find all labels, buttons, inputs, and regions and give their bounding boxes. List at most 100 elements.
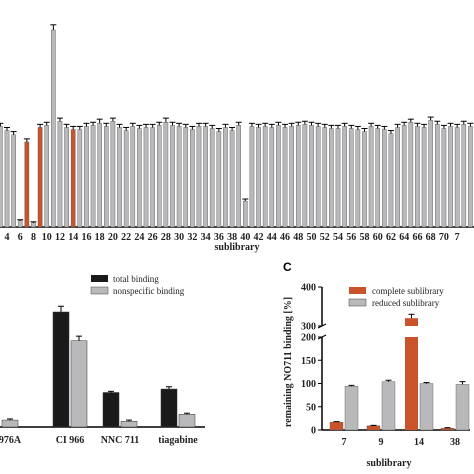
x-tick-label: NNC 711 (101, 435, 140, 446)
bar-total-binding-1 (52, 311, 70, 428)
legend-swatch-complete-sublibrary (349, 287, 366, 294)
x-tick-label: 68 (426, 232, 436, 243)
legend-swatch-reduced-sublibrary (348, 298, 367, 307)
x-tick-label: 66 (412, 232, 422, 243)
x-tick-label: 52 (320, 232, 330, 243)
x-tick-label: 58 (359, 232, 369, 243)
x-tick-label: 14 (414, 437, 424, 448)
bar-sublibrary-70 (441, 128, 447, 228)
x-tick-label: 22 (121, 232, 131, 243)
bar-reduced-sublibrary-2 (419, 383, 434, 431)
x-tick-label: 7 (342, 437, 347, 448)
y-tick-label: 200 (301, 333, 316, 344)
x-tick-label: 10 (42, 232, 52, 243)
bar-sublibrary-58 (362, 131, 367, 228)
x-tick-label: 34 (201, 232, 211, 243)
legend-label-reduced-sublibrary: reduced sublibrary (372, 298, 440, 308)
y-tick-label: 300 (301, 322, 316, 333)
x-tick-label: tiagabine (158, 435, 198, 446)
bar-sublibrary-34 (203, 126, 208, 228)
x-tick-label: 8 (31, 232, 36, 243)
y-tick-label: 50 (306, 402, 316, 413)
bar-sublibrary-24 (137, 128, 142, 228)
bar-sublibrary-42 (256, 127, 261, 228)
bar-sublibrary-25 (143, 127, 149, 228)
panel-a-x-axis-label: sublibrary (214, 242, 259, 253)
bar-sublibrary-18 (97, 123, 102, 228)
y-tick-label: 0 (311, 426, 316, 437)
x-tick-label: 26 (148, 232, 158, 243)
x-tick-label: 48 (293, 232, 303, 243)
bar-sublibrary-37 (223, 127, 228, 228)
legend-label-total-binding: total binding (113, 274, 159, 284)
bar-sublibrary-20 (110, 121, 116, 228)
bar-sublibrary-48 (295, 125, 301, 228)
y-tick-label: 400 (301, 283, 316, 294)
x-tick-label: 976A (0, 435, 22, 446)
bar-sublibrary-43 (262, 126, 268, 228)
bar-sublibrary-31 (183, 127, 189, 228)
bar-sublibrary-5 (11, 134, 16, 228)
bar-sublibrary-47 (289, 126, 294, 228)
bar-sublibrary-72 (454, 127, 460, 228)
x-tick-label: 38 (450, 437, 460, 448)
x-tick-label: 54 (333, 232, 343, 243)
x-tick-label: 40 (240, 232, 250, 243)
x-tick-label: 24 (134, 232, 144, 243)
bar-complete-sublibrary-2-lower (405, 337, 418, 430)
x-tick-label: 18 (95, 232, 105, 243)
bar-sublibrary-12 (57, 121, 63, 228)
bar-sublibrary-4 (4, 130, 10, 228)
bar-reduced-sublibrary-1 (381, 381, 396, 431)
bar-sublibrary-35 (209, 128, 215, 228)
bar-sublibrary-30 (176, 126, 182, 228)
bar-sublibrary-33 (196, 126, 202, 228)
bar-sublibrary-63 (395, 127, 400, 228)
x-tick-label: 4 (5, 232, 10, 243)
bar-sublibrary-26 (150, 127, 155, 228)
x-tick-label: 12 (55, 232, 65, 243)
y-tick-label: 100 (301, 379, 316, 390)
bar-sublibrary-71 (448, 126, 453, 228)
bar-sublibrary-6 (17, 220, 23, 228)
bar-sublibrary-73 (461, 124, 467, 228)
x-tick-label: 9 (379, 437, 384, 448)
bar-sublibrary-9 (37, 127, 43, 228)
bar-sublibrary-23 (130, 126, 136, 228)
x-tick-label: 36 (214, 232, 224, 243)
x-tick-label: 38 (227, 232, 237, 243)
bar-sublibrary-56 (348, 128, 354, 228)
x-tick-label: 70 (439, 232, 449, 243)
bar-sublibrary-54 (335, 128, 341, 228)
bar-reduced-sublibrary-3 (455, 384, 470, 431)
bar-sublibrary-69 (435, 124, 440, 228)
x-tick-label: 7 (455, 232, 460, 243)
bar-sublibrary-52 (322, 127, 328, 228)
x-tick-label: 46 (280, 232, 290, 243)
bar-sublibrary-61 (382, 129, 387, 228)
bar-sublibrary-29 (170, 125, 175, 228)
x-tick-label: 6 (18, 232, 23, 243)
x-tick-label: 42 (254, 232, 264, 243)
x-tick-label: 64 (399, 232, 409, 243)
y-tick-label: 150 (301, 356, 316, 367)
bar-sublibrary-22 (123, 130, 129, 228)
x-tick-label: 20 (108, 232, 118, 243)
bar-sublibrary-3 (0, 126, 3, 228)
bar-sublibrary-16 (84, 126, 89, 228)
bar-sublibrary-15 (77, 129, 83, 228)
x-tick-label: 50 (307, 232, 317, 243)
bar-sublibrary-8 (31, 222, 36, 228)
bar-sublibrary-45 (276, 125, 281, 228)
bar-sublibrary-17 (90, 125, 96, 228)
bar-sublibrary-65 (408, 122, 414, 228)
bar-sublibrary-60 (375, 128, 381, 228)
bar-sublibrary-11 (51, 29, 56, 228)
bar-sublibrary-40 (243, 200, 248, 228)
bar-sublibrary-39 (236, 125, 242, 228)
bar-sublibrary-59 (368, 126, 374, 228)
bar-sublibrary-7 (24, 141, 30, 228)
panel-c-x-axis-label: sublibrary (366, 458, 411, 469)
panel-a-sublibrary-screen: 4 6 8 10 12 14 16 18 20 22 24 26 28 30 32 34 36 38 40 42 44 4… (0, 24, 474, 253)
bar-sublibrary-44 (269, 127, 275, 228)
